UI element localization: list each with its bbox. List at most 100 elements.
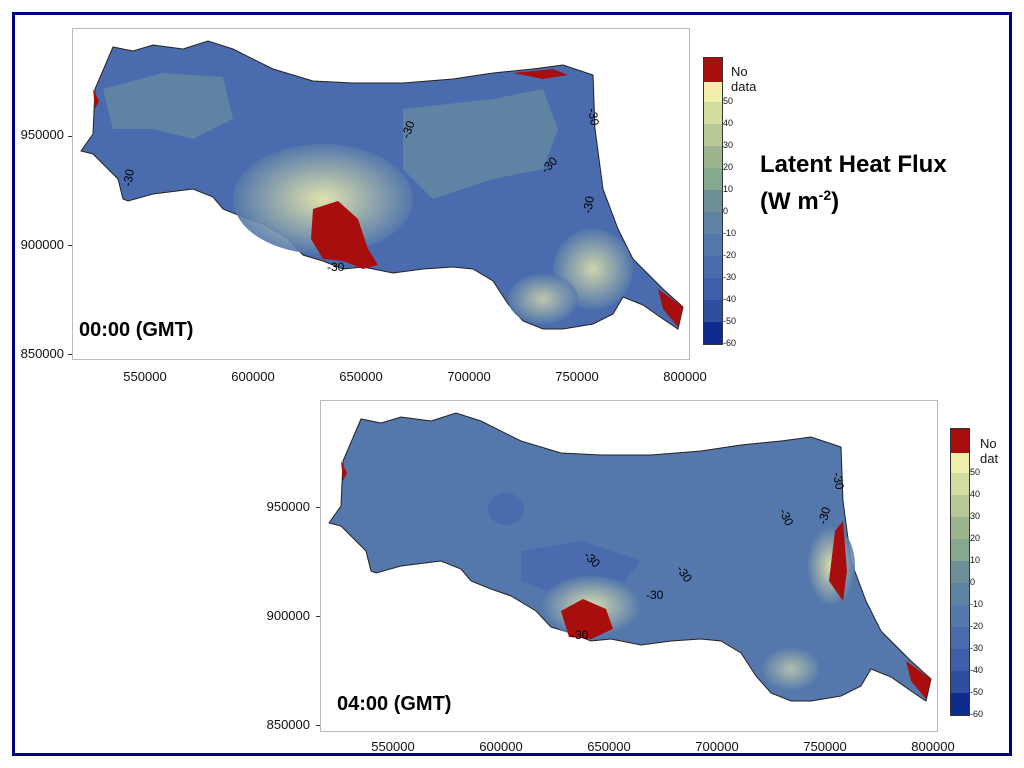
colorbar-nodata-label: No data bbox=[731, 64, 757, 94]
contour-label: -30 bbox=[120, 168, 137, 188]
colorbar-segment bbox=[951, 517, 969, 539]
figure-frame bbox=[12, 12, 1012, 756]
map-plot-0000: -30 -30 -30 -30 -30 -30 00:00 (GMT) bbox=[72, 28, 690, 360]
nodata-east-0400 bbox=[829, 521, 847, 601]
colorbar-label: 50 bbox=[970, 467, 981, 477]
colorbar-label: -60 bbox=[723, 338, 737, 348]
colorbar-segment bbox=[704, 278, 722, 300]
colorbar-nodata-label: No dat bbox=[980, 436, 999, 466]
x-tick-label: 700000 bbox=[447, 369, 491, 384]
title-line-1: Latent Heat Flux bbox=[760, 151, 947, 178]
y-tick-label: 850000 bbox=[20, 346, 64, 361]
colorbar-0000 bbox=[703, 57, 723, 345]
colorbar-label: -40 bbox=[723, 294, 737, 304]
colorbar-segment bbox=[951, 561, 969, 583]
contour-label: -30 bbox=[399, 119, 418, 140]
colorbar-label: 10 bbox=[723, 184, 734, 194]
colorbar-segment bbox=[951, 605, 969, 627]
colorbar-segment bbox=[951, 627, 969, 649]
colorbar-segment bbox=[951, 453, 969, 473]
title-line-2: (W m-2) bbox=[760, 180, 947, 217]
contour-label: -30 bbox=[776, 506, 796, 528]
x-tick-label: 750000 bbox=[555, 369, 599, 384]
colorbar-label: 30 bbox=[723, 140, 734, 150]
contour-label: -30 bbox=[646, 588, 664, 602]
colorbar-label: 10 bbox=[970, 555, 981, 565]
colorbar-segment bbox=[704, 124, 722, 146]
time-label-0000: 00:00 (GMT) bbox=[79, 319, 194, 341]
y-tick bbox=[68, 245, 72, 246]
colorbar-label: 30 bbox=[970, 511, 981, 521]
contour-label: -30 bbox=[815, 505, 833, 526]
colorbar-segment bbox=[704, 234, 722, 256]
map-plot-0400: -30 -30 -30 -30 -30 -30 -30 04:00 (GMT) bbox=[320, 400, 938, 732]
y-tick-label: 900000 bbox=[20, 237, 64, 252]
y-tick bbox=[316, 507, 320, 508]
x-tick-label: 650000 bbox=[587, 739, 631, 754]
y-tick-label: 850000 bbox=[266, 717, 310, 732]
colorbar-label: -50 bbox=[970, 687, 984, 697]
colorbar-label: 20 bbox=[970, 533, 981, 543]
colorbar-segment bbox=[951, 693, 969, 715]
colorbar-segment bbox=[951, 495, 969, 517]
colorbar-label: -40 bbox=[970, 665, 984, 675]
contour-label: -30 bbox=[830, 471, 847, 491]
colorbar-label: 20 bbox=[723, 162, 734, 172]
colorbar-segment bbox=[951, 583, 969, 605]
title-units-suffix: ) bbox=[831, 188, 840, 215]
x-tick-label: 800000 bbox=[911, 739, 955, 754]
x-tick-label: 600000 bbox=[231, 369, 275, 384]
colorbar-nodata-swatch bbox=[704, 58, 722, 82]
colorbar-label: 50 bbox=[723, 96, 734, 106]
contour-label: -30 bbox=[585, 107, 602, 127]
x-tick-label: 550000 bbox=[123, 369, 167, 384]
region-map-0400: -30 -30 -30 -30 -30 -30 -30 bbox=[328, 412, 932, 702]
x-tick-label: 600000 bbox=[479, 739, 523, 754]
x-tick-label: 700000 bbox=[695, 739, 739, 754]
y-tick bbox=[316, 616, 320, 617]
colorbar-segment bbox=[704, 256, 722, 278]
zone-east-0000 bbox=[403, 89, 558, 199]
figure-title: Latent Heat Flux (W m-2) bbox=[760, 150, 947, 217]
x-tick-label: 750000 bbox=[803, 739, 847, 754]
x-tick-label: 650000 bbox=[339, 369, 383, 384]
title-units-prefix: (W m bbox=[760, 188, 819, 215]
colorbar-label: 0 bbox=[723, 206, 729, 216]
colorbar-nodata-swatch bbox=[951, 429, 969, 453]
colorbar-segment bbox=[704, 146, 722, 168]
colorbar-0400 bbox=[950, 428, 970, 716]
nodata-south-0400 bbox=[561, 599, 613, 639]
colorbar-segment bbox=[951, 671, 969, 693]
hotspot-south-0400 bbox=[761, 647, 821, 691]
region-shape-0400 bbox=[328, 412, 932, 702]
colorbar-label: 40 bbox=[723, 118, 734, 128]
contour-label: -30 bbox=[327, 260, 345, 274]
x-tick-label: 800000 bbox=[663, 369, 707, 384]
time-label-0400: 04:00 (GMT) bbox=[337, 693, 452, 715]
colorbar-segment bbox=[704, 168, 722, 190]
colorbar-label: -30 bbox=[970, 643, 984, 653]
colorbar-segment bbox=[704, 300, 722, 322]
nodata-south-0000 bbox=[311, 201, 378, 269]
hotspot-central-0000 bbox=[233, 144, 413, 254]
y-tick bbox=[316, 725, 320, 726]
y-tick-label: 950000 bbox=[20, 127, 64, 142]
colorbar-label: -50 bbox=[723, 316, 737, 326]
contour-label: -30 bbox=[571, 628, 589, 642]
y-tick-label: 950000 bbox=[266, 499, 310, 514]
colorbar-label: -10 bbox=[970, 599, 984, 609]
zone-west-0000 bbox=[103, 73, 233, 139]
colorbar-label: -60 bbox=[970, 709, 984, 719]
colorbar-label: 0 bbox=[970, 577, 976, 587]
zone-blob-0400 bbox=[488, 493, 524, 525]
colorbar-label: -30 bbox=[723, 272, 737, 282]
colorbar-segment bbox=[704, 190, 722, 212]
colorbar-segment bbox=[704, 102, 722, 124]
colorbar-segment bbox=[704, 322, 722, 344]
title-units-exponent: -2 bbox=[818, 187, 832, 203]
y-tick-label: 900000 bbox=[266, 608, 310, 623]
x-tick-label: 550000 bbox=[371, 739, 415, 754]
colorbar-segment bbox=[704, 82, 722, 102]
colorbar-label: -20 bbox=[723, 250, 737, 260]
colorbar-label: -20 bbox=[970, 621, 984, 631]
